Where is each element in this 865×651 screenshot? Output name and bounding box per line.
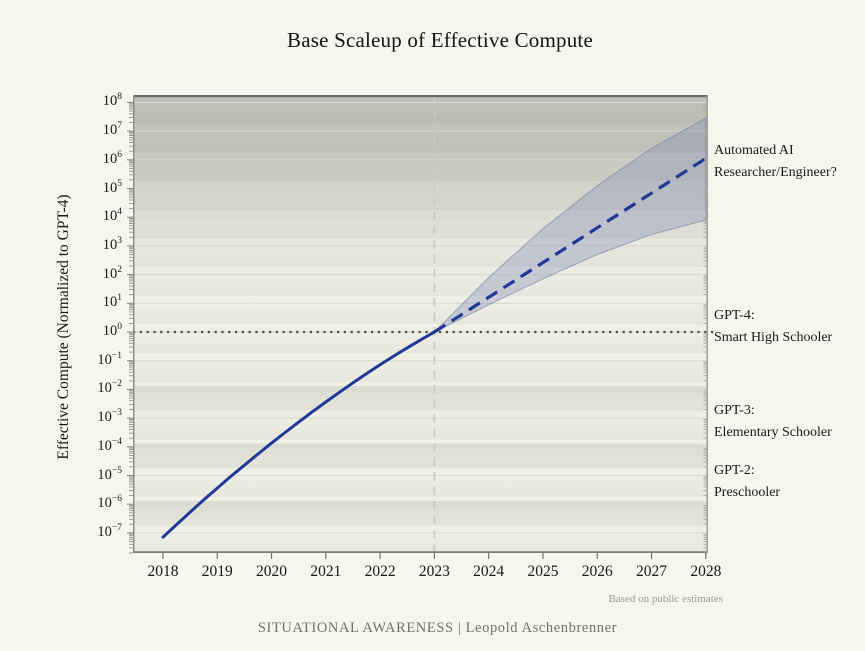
annotation-line: Elementary Schooler bbox=[714, 425, 832, 441]
annotation-gpt4: GPT-4: Smart High Schooler bbox=[714, 305, 865, 349]
annotation-line: Preschooler bbox=[714, 485, 781, 501]
plot-svg bbox=[127, 95, 716, 559]
x-tick-label: 2025 bbox=[527, 563, 559, 580]
annotation-automated-ai: Automated AI Researcher/Engineer? bbox=[714, 140, 865, 184]
y-tick-label: 103 bbox=[102, 236, 122, 253]
annotation-line: GPT-3: bbox=[714, 403, 755, 419]
y-tick-label: 108 bbox=[102, 92, 122, 110]
chart-title: Base Scaleup of Effective Compute bbox=[287, 28, 593, 52]
y-tick-label: 10−4 bbox=[97, 436, 122, 454]
x-tick-label: 2026 bbox=[581, 563, 613, 580]
y-tick-label: 105 bbox=[102, 178, 122, 196]
y-tick-label: 102 bbox=[102, 264, 122, 282]
footer-credit: SITUATIONAL AWARENESS | Leopold Aschenbr… bbox=[257, 620, 618, 636]
x-tick-label: 2027 bbox=[636, 563, 668, 580]
annotation-line: Smart High Schooler bbox=[714, 330, 833, 346]
x-tick-label: 2022 bbox=[364, 563, 396, 580]
y-tick-label: 10−1 bbox=[97, 350, 122, 368]
y-tick-label: 10−6 bbox=[97, 494, 122, 512]
x-tick-label: 2023 bbox=[418, 563, 450, 580]
y-tick-label: 10−5 bbox=[97, 465, 122, 483]
annotation-line: Researcher/Engineer? bbox=[714, 165, 837, 181]
projected-effective-compute-line bbox=[433, 157, 707, 334]
y-tick-label: 107 bbox=[102, 121, 122, 139]
plot-area bbox=[127, 95, 716, 559]
annotation-gpt2: GPT-2: Preschooler bbox=[714, 460, 865, 504]
y-tick-label: 101 bbox=[102, 293, 122, 311]
annotation-line: GPT-4: bbox=[714, 308, 755, 324]
uncertainty-band bbox=[434, 117, 707, 333]
footnote: Based on public estimates bbox=[608, 593, 723, 605]
annotation-gpt3: GPT-3: Elementary Schooler bbox=[714, 400, 865, 444]
y-tick-label: 10−2 bbox=[97, 379, 122, 397]
annotation-line: GPT-2: bbox=[714, 463, 755, 479]
x-tick-label: 2021 bbox=[310, 563, 342, 580]
x-tick-label: 2028 bbox=[690, 563, 722, 580]
y-axis-title: Effective Compute (Normalized to GPT-4) bbox=[55, 194, 72, 460]
annotation-line: Automated AI bbox=[714, 143, 794, 159]
y-tick-label: 106 bbox=[102, 149, 122, 167]
y-tick-label: 104 bbox=[102, 207, 122, 225]
x-tick-label: 2019 bbox=[201, 563, 233, 580]
y-tick-label: 10−7 bbox=[97, 523, 122, 540]
x-tick-label: 2024 bbox=[473, 563, 505, 580]
x-tick-label: 2018 bbox=[147, 563, 179, 580]
y-tick-label: 100 bbox=[102, 322, 122, 339]
x-tick-label: 2020 bbox=[256, 563, 288, 580]
y-tick-label: 10−3 bbox=[97, 408, 122, 426]
historical-effective-compute-line bbox=[161, 330, 436, 539]
